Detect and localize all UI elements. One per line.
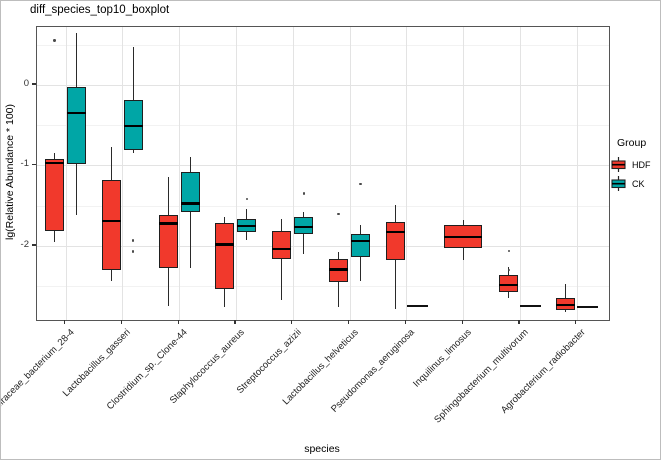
y-axis-title: lg(Relative Abundance * 100) xyxy=(4,103,16,241)
median-HDF-Inquilinus_limosus xyxy=(444,236,483,239)
outlier-CK-Staphylococcus_aureus xyxy=(245,198,249,201)
boxplot-key-icon xyxy=(611,176,626,191)
whisker-HDF-Agrobacterium_radiobacter xyxy=(565,283,567,312)
median-HDF-Staphylococcus_aureus xyxy=(215,243,235,246)
outlier-HDF-Lachnospiraceae_bacterium_28-4 xyxy=(53,39,56,42)
legend-entry-CK: CK xyxy=(610,175,660,192)
x-tick-mark xyxy=(348,320,350,324)
x-tick-mark xyxy=(177,320,179,324)
median-CK-Clostridium_sp._Clone-44 xyxy=(180,202,200,205)
median-CK-Lachnospiraceae_bacterium_28-4 xyxy=(67,112,86,115)
x-tick-mark xyxy=(120,320,122,324)
flat-CK-Agrobacterium_radiobacter xyxy=(577,306,599,309)
whisker-CK-Lactobacillus_gasseri xyxy=(132,47,134,154)
box-HDF-Clostridium_sp._Clone-44 xyxy=(158,215,178,269)
median-HDF-Agrobacterium_radiobacter xyxy=(556,303,576,306)
y-tick-mark xyxy=(32,83,36,85)
median-CK-Staphylococcus_aureus xyxy=(237,224,257,228)
x-tick-mark xyxy=(291,320,293,324)
box-HDF-Lactobacillus_helveticus xyxy=(329,258,348,283)
legend-entry-HDF: HDF xyxy=(610,156,660,173)
flat-CK-Sphingobacterium_multivorum xyxy=(520,304,542,307)
flat-CK-Pseudomonas_aeruginosa xyxy=(406,304,428,307)
outlier-HDF-Sphingobacterium_multivorum xyxy=(507,268,511,272)
x-tick-mark xyxy=(404,320,406,324)
box-HDF-Streptococcus_azizii xyxy=(272,230,292,259)
box-CK-Lactobacillus_gasseri xyxy=(123,100,143,151)
y-tick-label: -1 xyxy=(20,158,29,170)
median-HDF-Pseudomonas_aeruginosa xyxy=(385,230,405,233)
median-CK-Lactobacillus_gasseri xyxy=(123,125,143,128)
box-CK-Lactobacillus_helveticus xyxy=(351,233,370,258)
gridline-vertical xyxy=(122,27,124,320)
x-tick-mark xyxy=(234,320,236,324)
gridline-major xyxy=(37,165,609,167)
box-HDF-Pseudomonas_aeruginosa xyxy=(385,221,405,261)
x-tick-label-species: Lactobacillus_gasseri xyxy=(61,327,134,400)
box-CK-Clostridium_sp._Clone-44 xyxy=(180,171,200,213)
gridline-vertical xyxy=(65,27,67,320)
gridline-vertical xyxy=(349,27,351,320)
legend-label: HDF xyxy=(632,159,651,170)
x-tick-mark xyxy=(575,320,577,324)
box-CK-Lachnospiraceae_bacterium_28-4 xyxy=(67,86,86,164)
outlier-CK-Lactobacillus_gasseri xyxy=(132,250,135,253)
boxplot-key-icon xyxy=(611,157,626,172)
y-tick-mark xyxy=(32,163,36,166)
whisker-HDF-Streptococcus_azizii xyxy=(281,218,283,300)
gridline-major xyxy=(37,245,609,247)
outlier-CK-Lactobacillus_helveticus xyxy=(359,182,362,186)
outlier-CK-Lactobacillus_gasseri xyxy=(132,239,135,242)
legend-label: CK xyxy=(632,178,645,189)
gridline-vertical xyxy=(235,27,237,320)
box-HDF-Sphingobacterium_multivorum xyxy=(499,274,519,292)
x-axis-title: species xyxy=(304,443,340,455)
y-tick-label: -2 xyxy=(20,238,29,250)
gridline-vertical xyxy=(576,27,578,320)
median-HDF-Clostridium_sp._Clone-44 xyxy=(158,222,178,225)
median-CK-Lactobacillus_helveticus xyxy=(351,240,370,243)
whisker-CK-Clostridium_sp._Clone-44 xyxy=(189,156,191,269)
gridline-minor xyxy=(37,44,609,46)
median-HDF-Lactobacillus_helveticus xyxy=(329,268,348,271)
plot-panel xyxy=(36,26,610,321)
outlier-HDF-Sphingobacterium_multivorum xyxy=(507,249,511,252)
box-HDF-Lactobacillus_gasseri xyxy=(101,179,121,271)
box-HDF-Inquilinus_limosus xyxy=(444,225,483,249)
y-tick-label: 0 xyxy=(23,77,29,89)
gridline-minor xyxy=(37,205,609,207)
outlier-HDF-Lactobacillus_helveticus xyxy=(337,212,340,215)
box-CK-Staphylococcus_aureus xyxy=(237,218,257,233)
box-HDF-Agrobacterium_radiobacter xyxy=(556,298,576,311)
gridline-vertical xyxy=(292,27,294,320)
y-tick-mark xyxy=(32,244,36,246)
box-HDF-Staphylococcus_aureus xyxy=(215,223,235,289)
box-CK-Streptococcus_azizii xyxy=(294,216,314,234)
x-tick-mark xyxy=(64,320,66,324)
legend-title: Group xyxy=(617,137,647,149)
box-HDF-Lachnospiraceae_bacterium_28-4 xyxy=(45,159,64,231)
gridline-vertical xyxy=(463,27,465,320)
outlier-CK-Streptococcus_azizii xyxy=(302,192,305,195)
x-tick-mark xyxy=(461,320,463,324)
gridline-vertical xyxy=(406,27,408,320)
gridline-minor xyxy=(37,125,609,127)
median-HDF-Sphingobacterium_multivorum xyxy=(499,283,519,286)
median-HDF-Lactobacillus_gasseri xyxy=(101,220,121,223)
gridline-minor xyxy=(37,286,609,288)
chart-title: diff_species_top10_boxplot xyxy=(30,4,170,16)
gridline-vertical xyxy=(519,27,521,320)
median-HDF-Lachnospiraceae_bacterium_28-4 xyxy=(45,162,64,165)
median-HDF-Streptococcus_azizii xyxy=(272,248,292,251)
gridline-major xyxy=(37,84,609,86)
legend: Group HDF CK xyxy=(608,137,660,194)
x-tick-mark xyxy=(518,320,520,324)
median-CK-Streptococcus_azizii xyxy=(294,225,314,228)
